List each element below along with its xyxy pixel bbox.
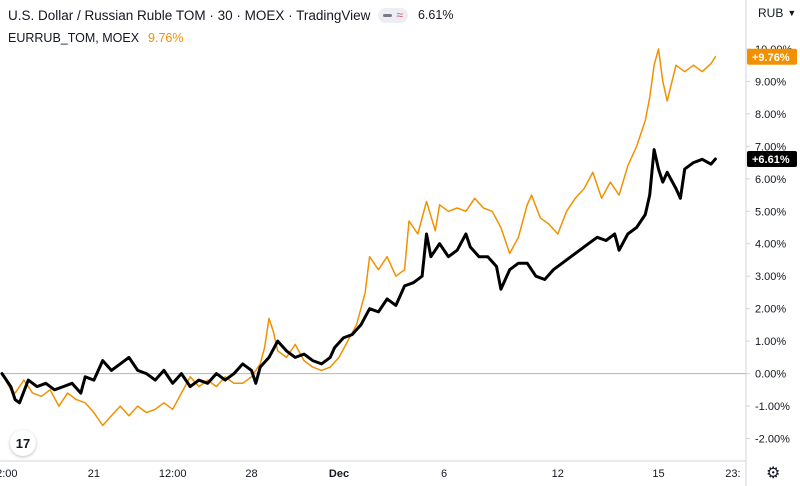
legend: U.S. Dollar / Russian Ruble TOM · 30 · M… xyxy=(8,7,453,47)
series-line-1 xyxy=(0,148,717,405)
y-tick-label: 1.00% xyxy=(755,336,786,348)
y-tick-label: 7.00% xyxy=(755,141,786,153)
x-tick-label: 12:00 xyxy=(159,468,187,480)
y-tick-label: 3.00% xyxy=(755,271,786,283)
chevron-down-icon: ▼ xyxy=(787,8,797,18)
x-tick-label: 28 xyxy=(245,468,257,480)
x-tick-label: 12:00 xyxy=(0,468,18,480)
x-tick-label: 12 xyxy=(552,468,564,480)
last-value-label: +6.61% xyxy=(752,154,790,166)
series-layer xyxy=(0,48,717,427)
x-tick-label: 21 xyxy=(88,468,100,480)
last-value-label: +9.76% xyxy=(752,52,790,64)
tick-layer: -2.00% -1.00% 0.00% 1.00% 2.00% 3.00% 4.00% 5.0… xyxy=(0,44,793,480)
y-tick-label: 6.00% xyxy=(755,174,786,186)
legend-compare-row[interactable]: EURRUB_TOM, MOEX 9.76% xyxy=(8,30,453,47)
y-tick-label: 8.00% xyxy=(755,109,786,121)
series-line-0 xyxy=(1,48,717,427)
last-value-tag xyxy=(747,151,797,168)
x-tick-label: 6 xyxy=(441,468,447,480)
y-tick-label: 2.00% xyxy=(755,304,786,316)
x-tick-label: Dec xyxy=(329,468,349,480)
y-tick-label: -1.00% xyxy=(755,401,790,413)
x-tick-label: 23: xyxy=(725,468,740,480)
axes-layer xyxy=(0,0,747,486)
legend-main-value: 6.61% xyxy=(417,8,454,22)
y-tick-label: -2.00% xyxy=(755,434,790,446)
minus-icon[interactable] xyxy=(383,14,393,17)
y-tick-label: 4.00% xyxy=(755,239,786,251)
y-tick-label: 9.00% xyxy=(755,76,786,88)
currency-selector[interactable]: RUB ▼ xyxy=(758,6,796,20)
last-value-layer: +9.76% +6.61% xyxy=(747,48,797,168)
last-value-tag xyxy=(747,48,797,65)
legend-compare-name: EURRUB_TOM, MOEX xyxy=(8,31,140,45)
legend-main-row: U.S. Dollar / Russian Ruble TOM · 30 · M… xyxy=(8,7,453,24)
tradingview-logo-icon[interactable]: 17 xyxy=(10,430,36,456)
currency-label: RUB xyxy=(758,6,784,20)
legend-controls[interactable]: ≈ xyxy=(378,8,408,23)
y-tick-label: 0.00% xyxy=(755,369,786,381)
legend-compare-value: 9.76% xyxy=(148,31,184,45)
y-tick-label: 5.00% xyxy=(755,206,786,218)
gear-icon[interactable]: ⚙ xyxy=(766,465,781,482)
chart-title: U.S. Dollar / Russian Ruble TOM · 30 · M… xyxy=(8,8,371,23)
approx-icon[interactable]: ≈ xyxy=(396,8,403,22)
x-tick-label: 15 xyxy=(652,468,664,480)
